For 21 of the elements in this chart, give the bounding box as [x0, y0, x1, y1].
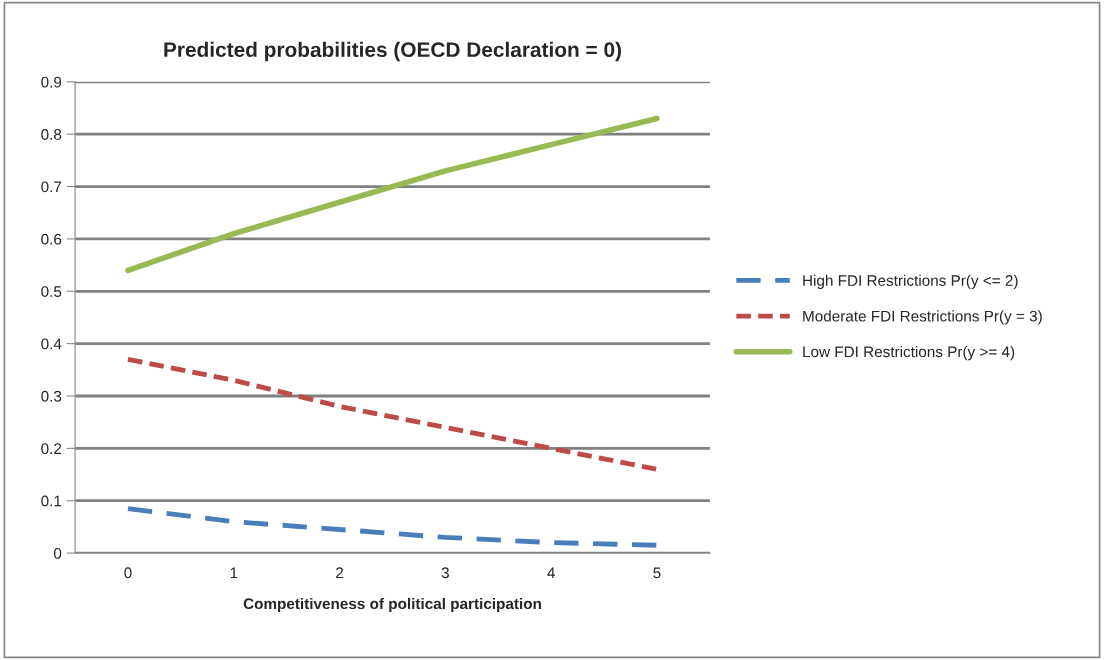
x-axis-title: Competitiveness of political participation — [243, 597, 541, 613]
y-tick-label: 0.7 — [41, 181, 62, 193]
y-tick-label: 0.1 — [41, 495, 62, 507]
x-tick-label: 3 — [441, 567, 449, 579]
x-tick-label: 1 — [230, 567, 238, 579]
x-tick-label: 2 — [336, 567, 344, 579]
y-tick-label: 0.2 — [41, 443, 62, 455]
legend-label: Moderate FDI Restrictions Pr(y = 3) — [803, 310, 1042, 325]
legend-label: Low FDI Restrictions Pr(y >= 4) — [803, 345, 1015, 361]
y-tick-label: 0.9 — [41, 76, 62, 88]
legend-label: High FDI Restrictions Pr(y <= 2) — [803, 274, 1018, 289]
x-tick-label: 4 — [547, 567, 555, 579]
chart-title: Predicted probabilities (OECD Declaration = 0) — [164, 41, 621, 62]
y-tick-label: 0.5 — [41, 286, 62, 297]
y-tick-label: 0.8 — [41, 129, 62, 140]
y-tick-label: 0.6 — [41, 233, 62, 245]
x-tick-label: 5 — [653, 567, 661, 579]
y-tick-label: 0.4 — [41, 338, 62, 350]
x-tick-label: 0 — [124, 567, 132, 579]
y-tick-label: 0 — [53, 547, 62, 559]
y-tick-label: 0.3 — [41, 390, 62, 402]
